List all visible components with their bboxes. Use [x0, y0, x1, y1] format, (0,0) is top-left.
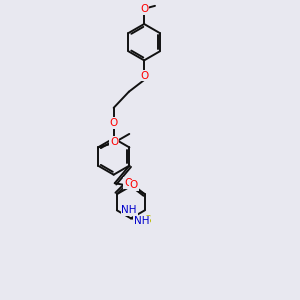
Text: O: O	[140, 70, 148, 81]
Text: NH: NH	[122, 205, 137, 215]
Text: O: O	[110, 137, 118, 147]
Text: O: O	[130, 180, 138, 190]
Text: O: O	[110, 118, 118, 128]
Text: S: S	[144, 215, 151, 225]
Text: O: O	[124, 178, 132, 188]
Text: NH: NH	[134, 216, 149, 226]
Text: O: O	[140, 4, 148, 14]
